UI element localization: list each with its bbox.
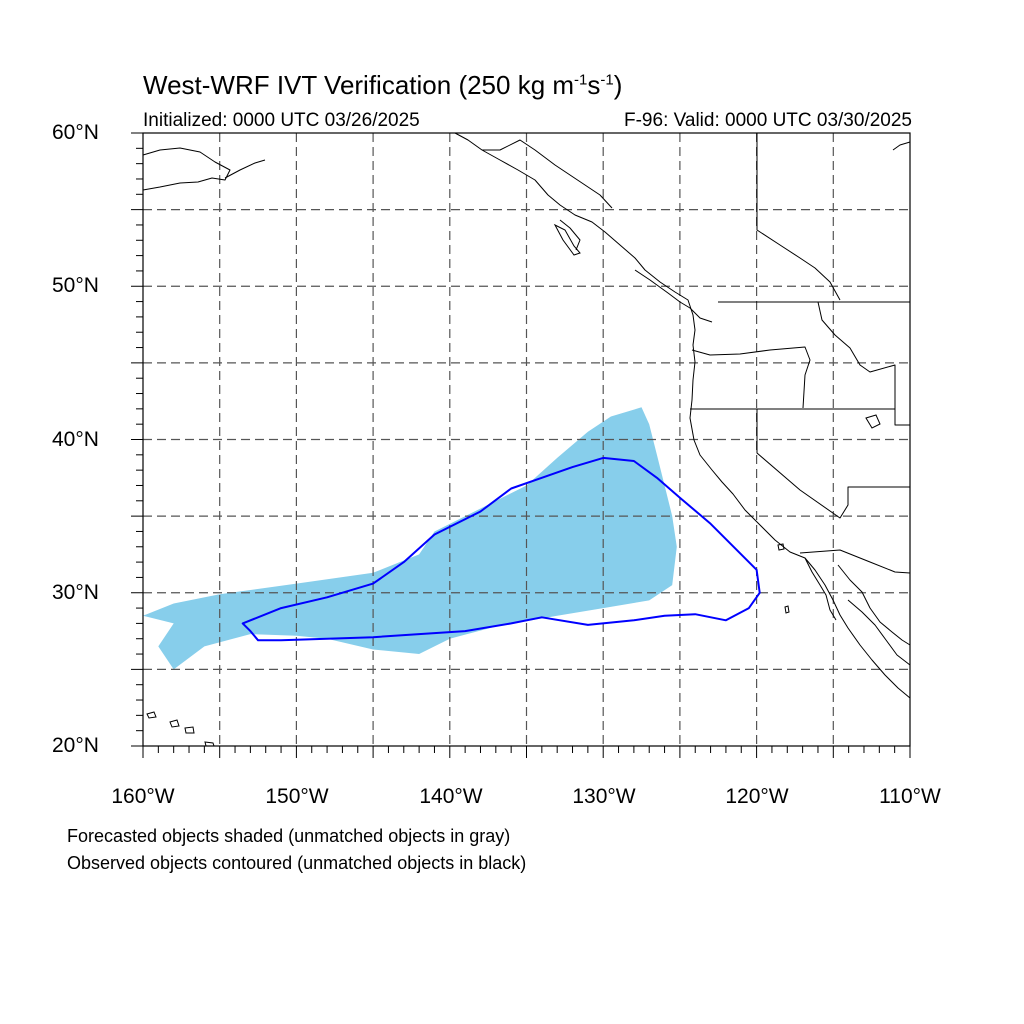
lon-label-120w: 120°W <box>725 785 789 808</box>
vancouver-island <box>634 269 713 323</box>
pacific-coastline <box>454 132 911 699</box>
observed-objects-layer <box>241 456 761 642</box>
legend-forecast-note: Forecasted objects shaded (unmatched obj… <box>67 826 511 846</box>
alaska-islands <box>224 159 266 179</box>
forecast-ivt-object <box>143 407 677 670</box>
us-state-border-or <box>691 346 811 409</box>
lat-label-30n: 30°N <box>52 581 99 604</box>
hawaii-island-1 <box>146 711 157 719</box>
lat-label-50n: 50°N <box>52 274 99 297</box>
lon-label-150w: 150°W <box>265 785 329 808</box>
valid-time: F-96: Valid: 0000 UTC 03/30/2025 <box>624 110 912 131</box>
lat-label-60n: 60°N <box>52 121 99 144</box>
coastlines-layer <box>142 132 911 747</box>
alaska-coast <box>142 147 231 191</box>
figure-title: West-WRF IVT Verification (250 kg m-1s-1… <box>143 70 623 100</box>
nevada-border <box>756 409 910 519</box>
map-frame <box>131 132 911 758</box>
lat-label-20n: 20°N <box>52 734 99 757</box>
legend-observed-note: Observed objects contoured (unmatched ob… <box>67 853 527 873</box>
initialized-time: Initialized: 0000 UTC 03/26/2025 <box>143 110 420 131</box>
observed-ivt-contour <box>241 456 761 642</box>
forecast-objects-layer <box>143 407 677 670</box>
lon-label-160w: 160°W <box>111 785 175 808</box>
top-right-coast <box>892 141 911 151</box>
canada-coast-islands <box>559 219 581 251</box>
channel-island <box>777 543 785 551</box>
hawaii-island-2 <box>169 719 180 728</box>
great-salt-lake <box>865 414 881 429</box>
lon-label-130w: 130°W <box>572 785 636 808</box>
mainland-coast-south <box>847 599 911 666</box>
alaska-panhandle <box>482 139 613 209</box>
lat-lon-grid <box>143 133 910 746</box>
mexico-border <box>799 549 911 574</box>
lon-label-110w: 110°W <box>879 785 941 808</box>
lon-label-140w: 140°W <box>419 785 483 808</box>
continental-divide <box>756 133 841 301</box>
baja-peninsula <box>804 557 837 621</box>
lat-label-40n: 40°N <box>52 428 99 451</box>
gulf-coast <box>837 564 911 646</box>
guadalupe-island <box>784 605 790 614</box>
idaho-border <box>817 301 910 426</box>
haida-gwaii <box>553 223 581 256</box>
hawaii-island-3 <box>184 726 195 734</box>
